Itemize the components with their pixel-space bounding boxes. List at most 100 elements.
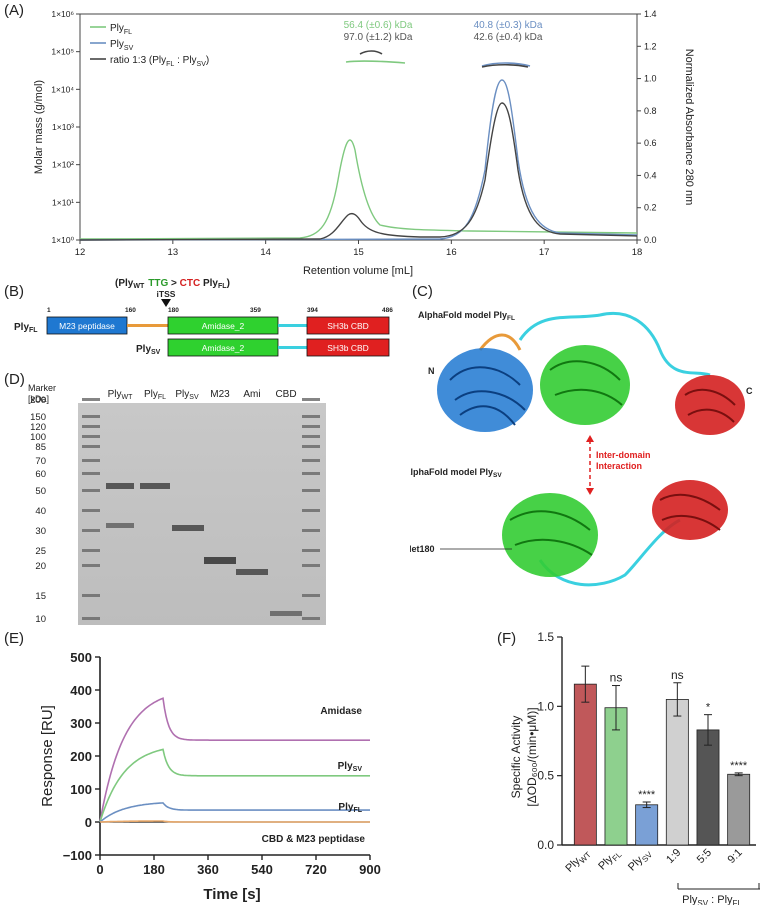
pos-394: 394 (307, 307, 318, 314)
band-cbd (270, 611, 302, 616)
a-x-tick-label: 18 (632, 247, 643, 258)
panel-c-structures: Inter-domain Interaction AlphaFold model… (410, 310, 753, 587)
ladder-band (82, 509, 100, 512)
a-right-tick-label: 0.0 (644, 235, 657, 245)
ladder-band (82, 445, 100, 448)
ladder-band (302, 549, 320, 552)
panel-b-domains: (PlyWT TTG > CTC PlyFL) iTSS 1 160 180 35… (14, 278, 393, 357)
itss-label: iTSS (157, 289, 176, 299)
band-ami (236, 569, 268, 575)
marker-value: 10 (35, 614, 46, 625)
e-y-tick-label: 0 (85, 815, 92, 830)
marker-value: 25 (35, 546, 46, 557)
pos-359: 359 (250, 307, 261, 314)
lane-label: Ami (243, 389, 260, 400)
a-left-tick-label: 1×10⁵ (51, 47, 74, 57)
a-right-tick-label: 0.2 (644, 203, 657, 213)
linker-loop-orange (478, 333, 522, 351)
marker-value: 50 (35, 486, 46, 497)
lane-label: CBD (275, 389, 296, 400)
ladder-band (302, 529, 320, 532)
ladder-band (82, 425, 100, 428)
panel-e-axes: 500 400 300 200 100 0 −100 0 180 360 540 720 900 (63, 650, 381, 877)
activity-bar (696, 729, 720, 846)
ladder-band (302, 564, 320, 567)
panel-f-xlabels: PlyWT PlyFL PlySV 1:9 5:5 9:1 (563, 846, 744, 877)
a-x-tick-label: 16 (446, 247, 457, 258)
e-x-tick-label: 360 (197, 862, 219, 877)
ladder-left (82, 398, 100, 620)
f-y-tick-label: 1.5 (537, 630, 554, 644)
curve-plyfl (79, 139, 638, 240)
interaction-arrowhead-down (586, 488, 594, 495)
mass-annot-ratio-sv: 42.6 (±0.4) kDa (474, 32, 543, 43)
panel-b-header: (PlyWT TTG > CTC PlyFL) (115, 278, 230, 290)
m23-domain-structure (437, 348, 533, 432)
n-terminus-label: N (428, 366, 435, 376)
marker-value: 120 (30, 422, 46, 433)
e-y-tick-label: 200 (70, 749, 92, 764)
ladder-band (302, 425, 320, 428)
lane-label: PlySV (175, 389, 199, 401)
mass-annot-sv: 40.8 (±0.3) kDa (474, 20, 543, 31)
band-wt-high (106, 483, 134, 489)
sds-gel (78, 403, 326, 625)
e-y-tick-label: 400 (70, 683, 92, 698)
marker-value: 85 (35, 442, 46, 453)
a-left-tick-label: 1×10⁴ (51, 84, 74, 94)
a-right-tick-label: 0.6 (644, 138, 657, 148)
mass-trace-ratio-fl (359, 50, 383, 55)
ladder-band (82, 472, 100, 475)
a-x-tick-label: 15 (353, 247, 364, 258)
panel-f-ylabel-1: Specific Activity (509, 716, 523, 799)
sensorgram-curve (99, 748, 370, 823)
ladder-band (302, 445, 320, 448)
linker-loop-bottom (538, 518, 681, 587)
e-x-tick-label: 720 (305, 862, 327, 877)
mass-trace-sv (481, 62, 531, 67)
e-x-tick-label: 0 (96, 862, 103, 877)
panel-e-xlabel: Time [s] (203, 886, 260, 903)
ladder-band (82, 564, 100, 567)
svg-text:PlySV: PlySV (110, 39, 134, 52)
activity-bar (665, 699, 689, 846)
marker-value: 15 (35, 591, 46, 602)
significance-label: ns (671, 668, 684, 682)
interaction-label-1: Inter-domain (596, 450, 651, 460)
marker-title-1: Marker (28, 383, 56, 393)
pos-160: 160 (125, 307, 136, 314)
f-y-tick-label: 1.0 (537, 699, 554, 713)
amidase-structure-sv (502, 493, 598, 577)
domain-m23-label: M23 peptidase (59, 321, 115, 331)
model-sv-label: AlphaFold model PlySV (410, 467, 502, 479)
cbd-structure-fl (675, 375, 745, 435)
mass-annot-fl: 56.4 (±0.6) kDa (344, 20, 413, 31)
bar-x-label: PlyWT (563, 847, 593, 877)
marker-value: 60 (35, 469, 46, 480)
panel-a-xlabel: Retention volume [mL] (303, 265, 413, 277)
panel-e-curves (99, 697, 370, 823)
bar-x-label: 1:9 (664, 847, 683, 866)
pos-486: 486 (382, 307, 393, 314)
panel-a-ylabel-left: Molar mass (g/mol) (33, 80, 45, 174)
f-y-tick-label: 0.0 (537, 838, 554, 852)
pos-1: 1 (47, 307, 51, 314)
marker-value: 70 (35, 456, 46, 467)
a-x-tick-label: 12 (75, 247, 86, 258)
pos-180: 180 (168, 307, 179, 314)
panel-a-ylabel-right: Normalized Absorbance 280 nm (683, 49, 695, 206)
a-left-tick-label: 1×10² (52, 160, 74, 170)
a-x-tick-label: 14 (260, 247, 271, 258)
bar-x-label: PlySV (626, 846, 655, 875)
marker-value: 200 (30, 395, 46, 406)
significance-label: * (706, 702, 711, 714)
marker-value: 30 (35, 526, 46, 537)
a-left-tick-label: 1×10⁶ (51, 9, 74, 19)
e-y-tick-label: −100 (63, 848, 92, 863)
ladder-band (302, 489, 320, 492)
sensorgram-curve (99, 802, 370, 823)
panel-f-bars: ns****ns***** (573, 665, 751, 846)
band-m23 (204, 557, 236, 564)
domain-sh3b-fl-label: SH3b CBD (327, 321, 369, 331)
